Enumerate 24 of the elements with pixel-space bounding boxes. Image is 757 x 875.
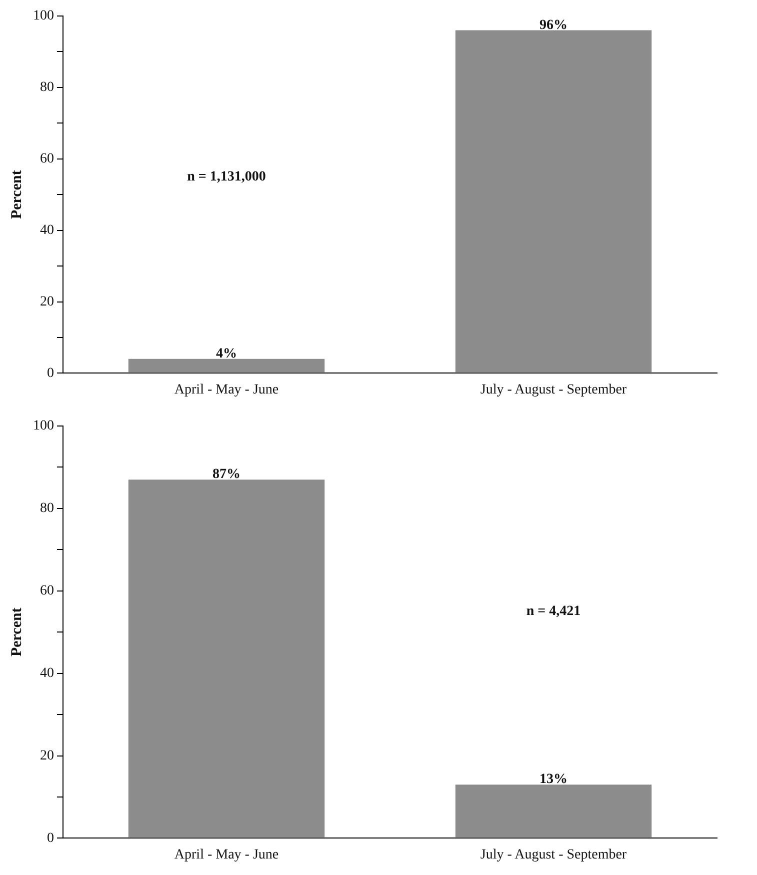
y-tick-label: 80 <box>40 501 54 516</box>
y-axis-title: Percent <box>8 170 25 220</box>
y-tick-label: 20 <box>40 748 54 764</box>
y-tick-label: 0 <box>47 830 54 846</box>
x-tick-label: April - May - June <box>174 847 279 862</box>
y-axis-title: Percent <box>8 608 25 657</box>
x-tick-label: July - August - September <box>480 847 627 862</box>
y-tick-label: 40 <box>40 222 54 238</box>
data-label: 87% <box>212 467 240 482</box>
x-tick-label: July - August - September <box>480 382 627 398</box>
y-tick-label: 20 <box>40 294 54 310</box>
y-tick-label: 100 <box>33 418 54 434</box>
data-label: 4% <box>216 346 237 362</box>
y-tick-label: 80 <box>40 80 54 96</box>
x-tick-label: April - May - June <box>174 382 279 398</box>
data-label: 13% <box>540 772 568 788</box>
y-tick-label: 60 <box>40 584 54 599</box>
y-tick-label: 0 <box>47 366 54 381</box>
annotation: n = 1,131,000 <box>187 169 266 184</box>
y-tick-label: 60 <box>40 152 54 167</box>
data-label: 96% <box>540 18 568 33</box>
annotation: n = 4,421 <box>526 604 581 620</box>
y-tick-label: 100 <box>33 8 54 24</box>
y-tick-label: 40 <box>40 666 54 681</box>
